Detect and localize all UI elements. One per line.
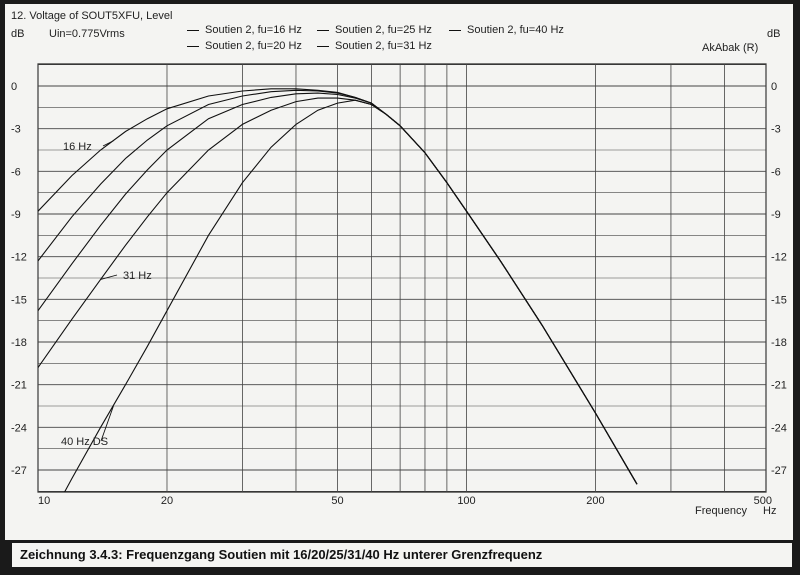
legend-entry: Soutien 2, fu=16 Hz <box>187 24 302 36</box>
x-tick-label: 10 <box>38 495 50 507</box>
frequency-response-plot: 0 0 -3 -3 -6 -6 -9 -9 -12 -12 -15 -15 -18 -18 -21 -21 -2… <box>11 63 787 517</box>
curve-annotation-label: 40 Hz DS <box>61 436 108 448</box>
figure-caption: Zeichnung 3.4.3: Frequenzgang Soutien mi… <box>12 543 792 567</box>
annotation-leader-line <box>102 140 114 147</box>
y-tick-label-left: -27 <box>11 465 27 477</box>
y-tick-label-right: -24 <box>771 422 787 434</box>
input-level-label: Uin=0.775Vrms <box>49 28 125 40</box>
legend-label: Soutien 2, fu=40 Hz <box>467 24 564 36</box>
unit-label-left: dB <box>11 28 25 40</box>
curves <box>38 88 638 492</box>
y-tick-label-right: -6 <box>771 166 781 178</box>
y-tick-label-right: -9 <box>771 209 781 221</box>
legend-entry: Soutien 2, fu=20 Hz <box>187 40 302 52</box>
x-tick-label: 50 <box>331 495 343 507</box>
y-tick-label-left: 0 <box>11 81 17 93</box>
legend-label: Soutien 2, fu=25 Hz <box>335 24 432 36</box>
legend-line-swatch <box>317 45 329 47</box>
legend-label: Soutien 2, fu=16 Hz <box>205 24 302 36</box>
curve-annotation-label: 31 Hz <box>123 270 152 282</box>
legend-entry: Soutien 2, fu=40 Hz <box>449 24 564 36</box>
chart-title: 12. Voltage of SOUT5XFU, Level <box>11 10 173 22</box>
y-tick-label-right: -12 <box>771 252 787 264</box>
curve-annotations: 16 Hz 31 Hz 40 Hz DS <box>61 140 152 448</box>
legend-line-swatch <box>187 29 199 31</box>
y-tick-label-left: -21 <box>11 380 27 392</box>
y-tick-label-left: -6 <box>11 166 21 178</box>
y-tick-label-left: -9 <box>11 209 21 221</box>
y-tick-label-left: -3 <box>11 124 21 136</box>
chart-frame: 12. Voltage of SOUT5XFU, Level dB Uin=0.… <box>5 4 793 540</box>
y-tick-label-right: -18 <box>771 337 787 349</box>
y-tick-label-left: -15 <box>11 294 27 306</box>
y-tick-label-left: -12 <box>11 252 27 264</box>
annotation-leader-line <box>100 274 118 280</box>
unit-label-right: dB <box>767 28 781 40</box>
x-tick-label: 100 <box>457 495 475 507</box>
x-axis-label: Frequency <box>695 505 747 517</box>
y-tick-label-right: -21 <box>771 380 787 392</box>
legend-label: Soutien 2, fu=31 Hz <box>335 40 432 52</box>
software-label: AkAbak (R) <box>702 42 759 54</box>
x-axis-unit: Hz <box>763 505 776 517</box>
legend-entry: Soutien 2, fu=31 Hz <box>317 40 432 52</box>
annotation-leader-line <box>100 405 114 442</box>
y-tick-label-right: -27 <box>771 465 787 477</box>
y-tick-label-right: -3 <box>771 124 781 136</box>
axes: 0 0 -3 -3 -6 -6 -9 -9 -12 -12 -15 -15 -18 -18 -21 -21 -2… <box>11 81 787 507</box>
y-tick-label-right: 0 <box>771 81 777 93</box>
y-tick-label-left: -18 <box>11 337 27 349</box>
y-tick-label-left: -24 <box>11 422 27 434</box>
grid <box>37 64 767 492</box>
legend-entry: Soutien 2, fu=25 Hz <box>317 24 432 36</box>
y-tick-label-right: -15 <box>771 294 787 306</box>
x-tick-label: 20 <box>161 495 173 507</box>
x-tick-label: 500 <box>754 495 772 507</box>
legend-line-swatch <box>187 45 199 47</box>
x-tick-label: 200 <box>586 495 604 507</box>
curve-annotation-label: 16 Hz <box>63 141 92 153</box>
legend-line-swatch <box>317 29 329 31</box>
curve-series <box>63 99 638 492</box>
legend-line-swatch <box>449 29 461 31</box>
legend-label: Soutien 2, fu=20 Hz <box>205 40 302 52</box>
